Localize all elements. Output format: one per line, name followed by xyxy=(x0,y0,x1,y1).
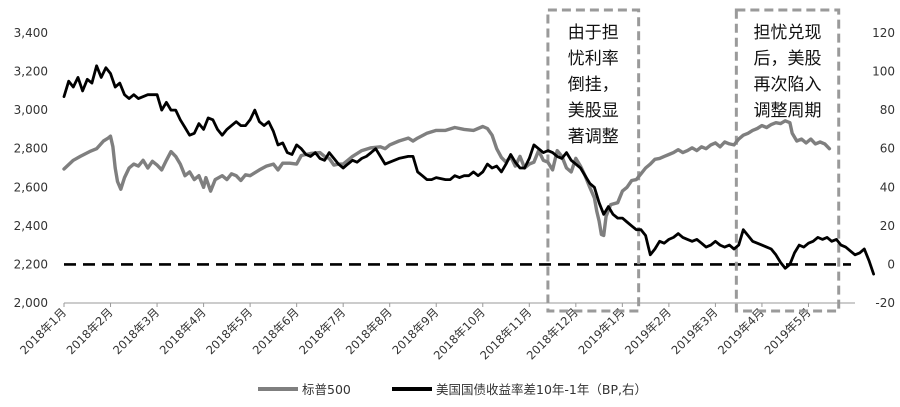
right-axis-tick-label: 0 xyxy=(887,257,895,271)
highlight-box xyxy=(734,8,841,313)
annotation-text-line: 调整周期 xyxy=(754,101,822,121)
annotation-text-line: 再次陷入 xyxy=(754,75,822,95)
right-axis: -20 0 20 40 60 80 100 120 xyxy=(872,26,895,310)
x-axis-tick-label: 2018年4月 xyxy=(157,305,209,357)
annotation-text-line: 担忧兑现 xyxy=(754,23,822,43)
right-axis-tick-label: 80 xyxy=(880,103,895,117)
left-axis-tick-label: 2,400 xyxy=(14,219,48,233)
x-axis-tick-label: 2019年4月 xyxy=(715,305,767,357)
left-axis-tick-label: 3,000 xyxy=(14,103,48,117)
right-axis-tick-label: -20 xyxy=(875,296,895,310)
legend-label: 标普500 xyxy=(302,382,351,397)
legend-label: 美国国债收益率差10年-1年（BP,右） xyxy=(436,382,647,397)
left-axis-tick-label: 2,800 xyxy=(14,142,48,156)
x-axis-tick-label: 2018年3月 xyxy=(110,305,162,357)
x-axis-tick-label: 2019年2月 xyxy=(622,305,674,357)
left-axis-tick-label: 2,200 xyxy=(14,257,48,271)
annotation-text-line: 著调整 xyxy=(568,127,619,147)
right-axis-tick-label: 40 xyxy=(880,180,895,194)
series-lines xyxy=(62,64,875,276)
x-axis-tick-label: 2019年3月 xyxy=(668,305,720,357)
x-axis-tick-label: 2018年5月 xyxy=(203,305,255,357)
right-axis-tick-label: 100 xyxy=(872,65,895,79)
x-axis-tick-label: 2018年6月 xyxy=(250,305,302,357)
right-axis-tick-label: 60 xyxy=(880,142,895,156)
sp500-series-line xyxy=(62,119,832,238)
x-axis: 2018年1月2018年2月2018年3月2018年4月2018年5月2018年… xyxy=(17,302,855,362)
right-axis-tick-label: 20 xyxy=(880,219,895,233)
x-axis-tick-label: 2018年1月 xyxy=(17,305,69,357)
annotation-text-line: 后，美股 xyxy=(754,49,822,69)
left-axis-tick-label: 3,200 xyxy=(14,65,48,79)
x-axis-tick-label: 2018年7月 xyxy=(296,305,348,357)
x-axis-tick-label: 2018年8月 xyxy=(343,305,395,357)
right-axis-tick-label: 120 xyxy=(872,26,895,40)
x-axis-tick-label: 2019年5月 xyxy=(762,305,814,357)
annotation-text-line: 忧利率 xyxy=(568,49,619,69)
legend: 标普500 美国国债收益率差10年-1年（BP,右） xyxy=(258,382,647,397)
annotation-text-line: 由于担 xyxy=(568,23,619,43)
x-axis-tick-label: 2019年1月 xyxy=(575,305,627,357)
left-axis-tick-label: 2,000 xyxy=(14,296,48,310)
annotation-text-line: 倒挂， xyxy=(568,75,619,95)
yield-spread-series-line xyxy=(62,64,875,276)
x-axis-tick-label: 2018年2月 xyxy=(64,305,116,357)
left-axis-tick-label: 2,600 xyxy=(14,180,48,194)
left-axis: 2,000 2,200 2,400 2,600 2,800 3,000 3,200 3,400 xyxy=(14,26,48,310)
annotation-background xyxy=(742,14,833,130)
annotation-text-line: 美股显 xyxy=(568,101,619,121)
annotation-background xyxy=(553,14,633,156)
left-axis-tick-label: 3,400 xyxy=(14,26,48,40)
